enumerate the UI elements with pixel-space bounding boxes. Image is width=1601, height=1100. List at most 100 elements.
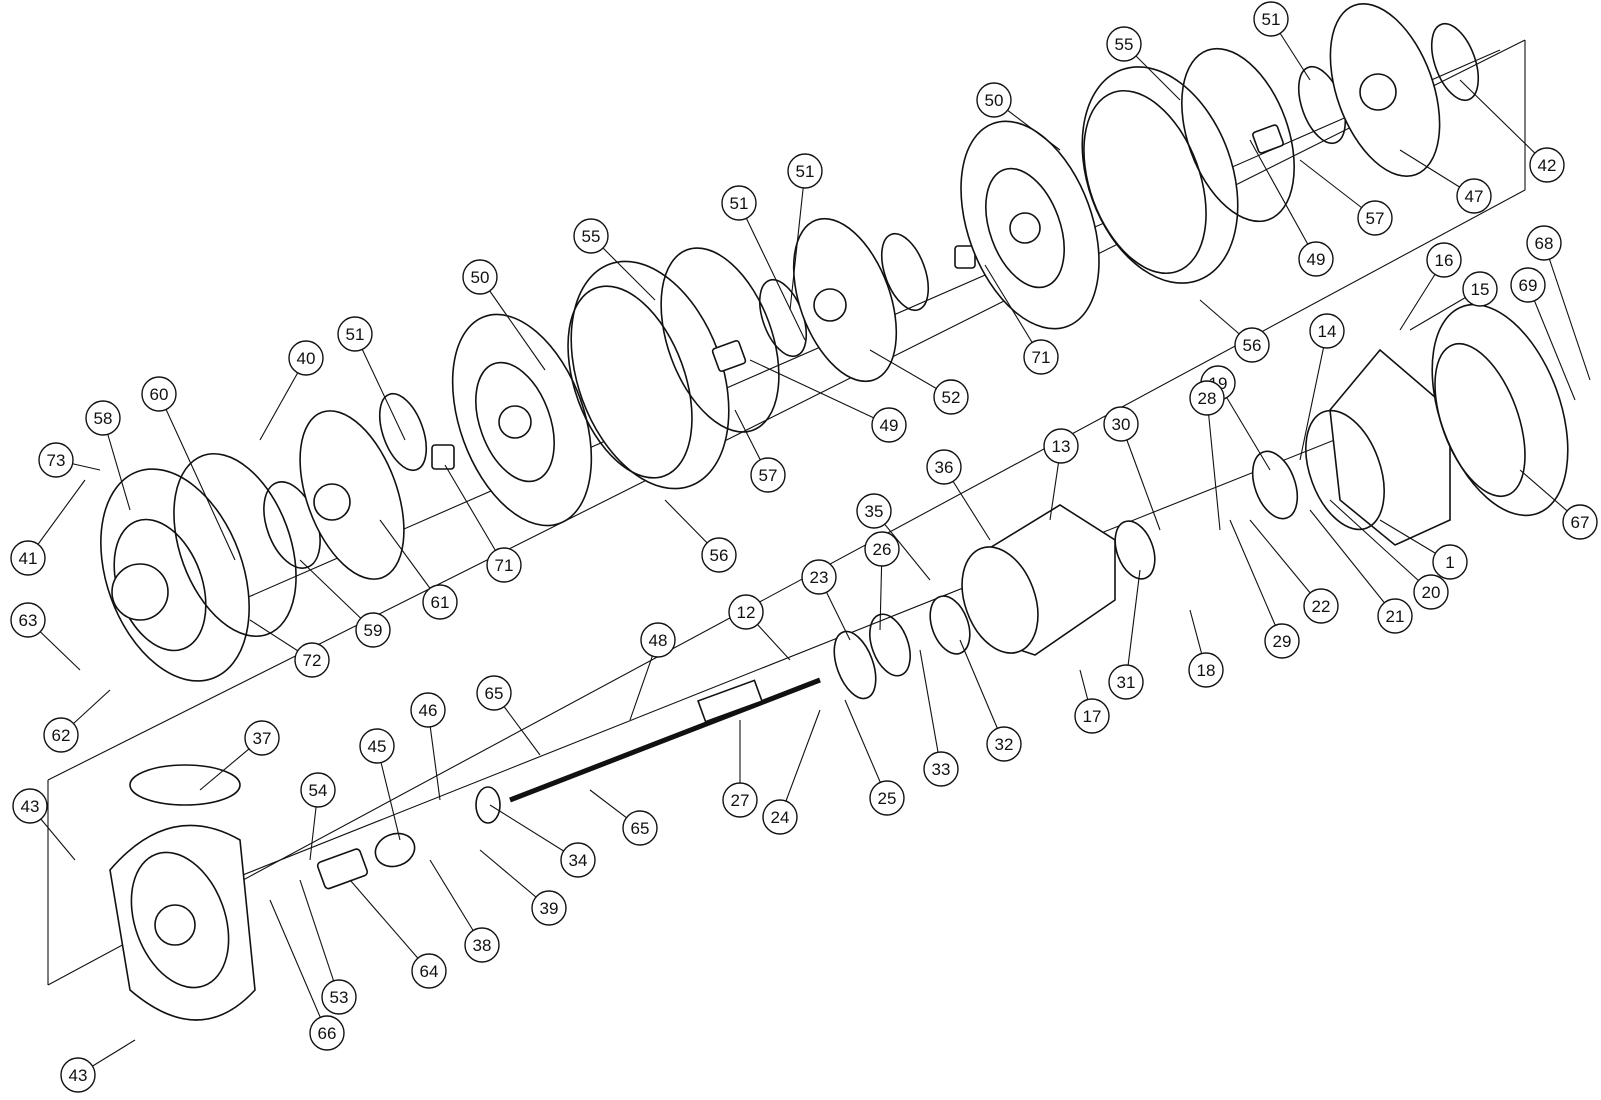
callout-40: 40 [288, 340, 324, 376]
leader-line-21 [1309, 509, 1396, 617]
callout-circle [1234, 327, 1270, 363]
leader-line-49 [1249, 139, 1317, 260]
leader-line-30 [1120, 423, 1161, 531]
callout-number: 71 [495, 556, 514, 575]
callout-number: 21 [1386, 607, 1405, 626]
callout-51: 51 [1253, 1, 1289, 37]
callout-circle [976, 82, 1012, 118]
callout-number: 51 [346, 325, 365, 344]
callout-number: 18 [1197, 661, 1216, 680]
callout-circle [986, 726, 1022, 762]
callout-number: 52 [942, 388, 961, 407]
leader-line-22 [1249, 519, 1322, 607]
callout-number: 51 [730, 194, 749, 213]
leader-line-31 [1125, 569, 1141, 683]
callout-number: 61 [431, 593, 450, 612]
callout-55: 55 [573, 218, 609, 254]
callout-circle [244, 720, 280, 756]
volute-casing-37 [109, 764, 256, 1021]
leader-line-29 [1229, 519, 1283, 642]
callout-number: 71 [1032, 348, 1051, 367]
callout-number: 1 [1445, 553, 1454, 572]
callout-circle [141, 376, 177, 412]
callout-circle [43, 717, 79, 753]
bushing-71-a [431, 444, 455, 470]
motor-bracket-1 [1305, 348, 1451, 546]
leader-line-68 [1543, 242, 1591, 381]
callout-51: 51 [787, 153, 823, 189]
oring-42 [1430, 22, 1480, 102]
gasket-72 [173, 452, 297, 638]
callout-circle [38, 442, 74, 478]
callout-53: 53 [321, 979, 357, 1015]
callout-circle [750, 457, 786, 493]
leader-line-53 [299, 879, 340, 998]
callout-circle [476, 675, 512, 711]
leader-line-33 [919, 649, 942, 770]
callout-circle [12, 788, 48, 824]
callout-23: 23 [801, 559, 837, 595]
callout-number: 26 [873, 540, 892, 559]
leader-line-66 [269, 899, 328, 1034]
leader-line-28 [1206, 397, 1221, 531]
leader-line-42 [1459, 79, 1548, 166]
callout-circle [422, 584, 458, 620]
callout-number: 41 [19, 549, 38, 568]
callout-45: 45 [359, 728, 395, 764]
callout-62: 62 [43, 717, 79, 753]
callout-circle [926, 449, 962, 485]
callout-number: 57 [1366, 209, 1385, 228]
callout-39: 39 [531, 890, 567, 926]
callout-number: 29 [1273, 632, 1292, 651]
callout-number: 42 [1538, 156, 1557, 175]
callout-number: 67 [1571, 513, 1590, 532]
callout-number: 68 [1535, 234, 1554, 253]
callout-number: 69 [1519, 276, 1538, 295]
callout-circle [60, 1057, 96, 1093]
bearing-housing-13 [961, 504, 1116, 656]
callout-circle [531, 890, 567, 926]
callout-16: 16 [1426, 242, 1462, 278]
callout-circle [1106, 26, 1142, 62]
leader-line-32 [959, 639, 1005, 745]
callout-circle [1456, 178, 1492, 214]
leader-line-51 [354, 333, 406, 441]
callout-circle [1188, 652, 1224, 688]
callout-number: 73 [47, 451, 66, 470]
callout-circle [1189, 380, 1225, 416]
callout-circle [300, 772, 336, 808]
callout-number: 38 [473, 936, 492, 955]
callout-circle [728, 594, 764, 630]
leader-line-60 [158, 393, 236, 561]
callout-52: 52 [933, 379, 969, 415]
callout-number: 65 [631, 819, 650, 838]
callout-number: 54 [309, 781, 328, 800]
callout-50: 50 [462, 259, 498, 295]
callout-31: 31 [1108, 664, 1144, 700]
callout-12: 12 [728, 594, 764, 630]
oring-51-c [880, 232, 930, 312]
callout-circle [410, 692, 446, 728]
callout-number: 35 [865, 502, 884, 521]
callout-number: 27 [731, 791, 750, 810]
callout-circle [1264, 623, 1300, 659]
callout-circle [359, 728, 395, 764]
callout-67: 67 [1562, 504, 1598, 540]
callout-circle [1377, 598, 1413, 634]
callout-circle [560, 842, 596, 878]
callout-56: 56 [701, 537, 737, 573]
callout-number: 50 [471, 268, 490, 287]
callout-21: 21 [1377, 598, 1413, 634]
callout-circle [288, 340, 324, 376]
callout-48: 48 [640, 622, 676, 658]
leader-line-24 [779, 709, 821, 818]
callout-number: 66 [318, 1024, 337, 1043]
callout-number: 32 [995, 735, 1014, 754]
bearing-32 [929, 595, 971, 655]
callout-number: 53 [330, 988, 349, 1007]
callout-18: 18 [1188, 652, 1224, 688]
callout-number: 24 [771, 808, 790, 827]
callout-55: 55 [1106, 26, 1142, 62]
